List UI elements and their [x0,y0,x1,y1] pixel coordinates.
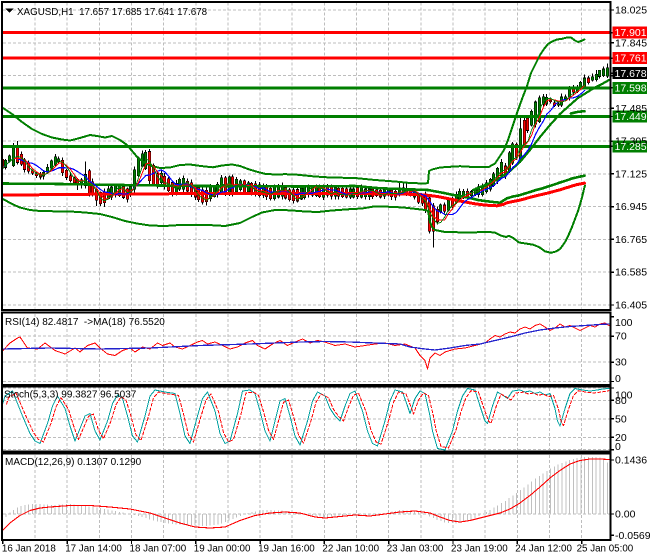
svg-text:17.761: 17.761 [615,53,647,65]
svg-text:80: 80 [615,395,627,407]
svg-text:MACD(12,26,9) 0.1307 0.1290: MACD(12,26,9) 0.1307 0.1290 [5,457,142,468]
svg-text:17.449: 17.449 [615,111,647,123]
svg-text:70: 70 [615,331,627,343]
svg-text:16.405: 16.405 [615,300,647,312]
svg-text:16.585: 16.585 [615,267,647,279]
svg-text:XAGUSD,H1 17.657 17.685 17.64: XAGUSD,H1 17.657 17.685 17.641 17.678 [17,7,208,18]
svg-text:18 Jan 07:00: 18 Jan 07:00 [130,544,187,555]
svg-text:16.765: 16.765 [615,234,647,246]
svg-text:19 Jan 16:00: 19 Jan 16:00 [258,544,315,555]
svg-text:0: 0 [615,441,621,453]
svg-text:17.285: 17.285 [615,141,647,153]
svg-text:0.00: 0.00 [615,509,636,521]
svg-text:23 Jan 03:00: 23 Jan 03:00 [387,544,444,555]
svg-text:17.598: 17.598 [615,82,647,94]
svg-text:50: 50 [615,413,627,425]
svg-text:16 Jan 2018: 16 Jan 2018 [2,544,56,555]
svg-text:RSI(14) 82.4817 ->MA(18) 76.5: RSI(14) 82.4817 ->MA(18) 76.5520 [5,317,165,328]
svg-text:Stoch(5,3,3) 99.3827 96.5037: Stoch(5,3,3) 99.3827 96.5037 [4,390,137,401]
svg-text:100: 100 [615,317,633,329]
svg-text:17.665: 17.665 [615,70,647,82]
svg-text:17.305: 17.305 [615,136,647,148]
svg-text:0: 0 [615,373,621,385]
svg-text:17 Jan 14:00: 17 Jan 14:00 [65,544,122,555]
svg-text:17.125: 17.125 [615,168,647,180]
svg-text:17.845: 17.845 [615,37,647,49]
svg-text:16.945: 16.945 [615,201,647,213]
svg-text:0.1436: 0.1436 [615,455,647,467]
svg-text:17.901: 17.901 [615,27,647,39]
svg-text:30: 30 [615,357,627,369]
svg-text:23 Jan 19:00: 23 Jan 19:00 [451,544,508,555]
svg-text:100: 100 [615,390,633,402]
svg-text:18.025: 18.025 [615,5,647,17]
svg-text:17.678: 17.678 [615,68,647,80]
svg-text:19 Jan 00:00: 19 Jan 00:00 [194,544,251,555]
svg-text:-0.0569: -0.0569 [615,530,650,542]
svg-text:25 Jan 05:00: 25 Jan 05:00 [577,544,634,555]
svg-text:20: 20 [615,432,627,444]
svg-text:24 Jan 12:00: 24 Jan 12:00 [515,544,572,555]
svg-text:22 Jan 10:00: 22 Jan 10:00 [322,544,379,555]
svg-text:17.485: 17.485 [615,103,647,115]
